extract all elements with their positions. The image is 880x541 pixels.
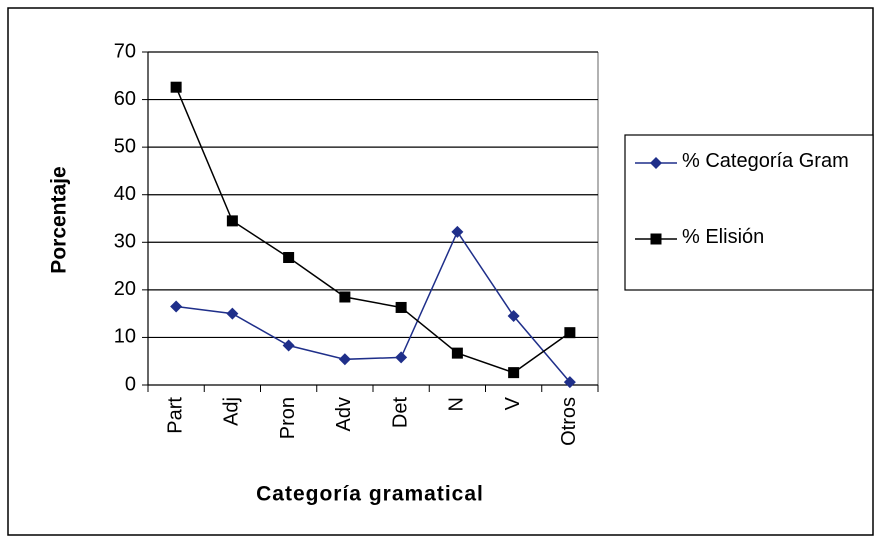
legend-text: % Elisión	[682, 226, 765, 248]
y-tick-label: 60	[114, 88, 136, 110]
series-line	[176, 230, 571, 383]
x-tick-label: V	[502, 396, 524, 410]
y-tick-label: 70	[114, 40, 136, 62]
data-point	[564, 327, 576, 339]
data-point	[451, 225, 464, 238]
data-point	[563, 376, 576, 389]
x-tick-label: Adj	[221, 397, 243, 426]
y-axis-title: Porcentaje	[48, 166, 71, 273]
legend-text: % Categoría Gram	[682, 150, 849, 172]
y-tick-label: 10	[114, 326, 136, 348]
data-point	[507, 310, 520, 323]
data-point	[226, 215, 238, 227]
data-point	[226, 307, 239, 320]
x-tick-label: Det	[389, 397, 411, 429]
series-line	[175, 86, 571, 374]
x-tick-label: Pron	[277, 397, 299, 439]
x-axis-title: Categoría gramatical	[256, 483, 484, 506]
data-point	[650, 233, 662, 245]
y-tick-label: 50	[114, 135, 136, 157]
legend-box	[624, 134, 874, 291]
legend-label: % Elisión	[682, 226, 765, 248]
data-point	[283, 252, 295, 264]
y-tick-label: 30	[114, 231, 136, 253]
data-point	[395, 301, 407, 313]
data-point	[650, 157, 662, 169]
data-point	[339, 291, 351, 303]
data-point	[451, 347, 463, 359]
data-point	[282, 339, 295, 352]
x-tick-label: N	[446, 397, 468, 411]
data-point	[170, 300, 183, 313]
y-tick-label: 20	[114, 278, 136, 300]
x-tick-label: Otros	[558, 397, 580, 446]
data-point	[508, 367, 520, 379]
legend-label: % Categoría Gram	[682, 150, 849, 172]
data-point	[170, 81, 182, 93]
data-point	[338, 353, 351, 366]
y-tick-label: 0	[125, 373, 136, 395]
data-point	[395, 351, 408, 364]
x-tick-label: Adv	[333, 397, 355, 431]
y-tick-label: 40	[114, 183, 136, 205]
x-tick-label: Part	[164, 397, 186, 434]
